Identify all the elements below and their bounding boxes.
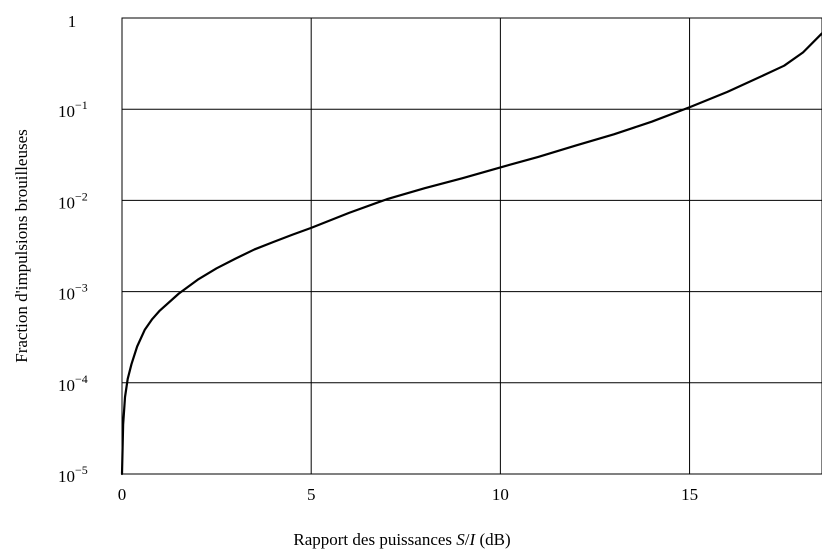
x-axis-label-var-i: I — [469, 530, 477, 549]
y-tick-exponent: −1 — [75, 98, 88, 112]
y-tick-base: 10 — [58, 285, 75, 304]
y-tick-base: 10 — [58, 376, 75, 395]
x-tick-label: 10 — [492, 485, 509, 504]
x-tick-label: 5 — [307, 485, 316, 504]
y-tick-label: 10−4 — [58, 372, 88, 395]
x-tick-labels: 0 5 10 15 — [118, 485, 698, 504]
y-tick-label: 1 — [68, 12, 77, 31]
y-tick-base: 10 — [58, 102, 75, 121]
y-tick-exponent: −5 — [75, 463, 88, 477]
y-tick-labels: 110−110−210−310−410−5 — [58, 12, 88, 486]
y-tick-base: 10 — [58, 193, 75, 212]
x-tick-label: 0 — [118, 485, 127, 504]
y-tick-label: 10−3 — [58, 281, 88, 304]
plot-frame — [121, 17, 822, 475]
x-axis-label-slash: / — [465, 530, 470, 549]
y-tick-exponent: −2 — [75, 189, 88, 203]
x-axis-label-prefix: Rapport des puissances — [293, 530, 456, 549]
x-tick-label: 15 — [681, 485, 698, 504]
x-axis-label-var-s: S — [456, 530, 465, 549]
y-axis-label: Fraction d'impulsions brouilleuses — [12, 129, 31, 363]
series-line — [120, 32, 822, 476]
y-tick-label: 10−1 — [58, 98, 88, 121]
y-tick-label: 10−2 — [58, 189, 88, 212]
y-tick-exponent: −4 — [75, 372, 88, 386]
y-tick-label: 10−5 — [58, 463, 88, 486]
y-tick-base: 10 — [58, 467, 75, 486]
grid — [121, 17, 822, 475]
x-axis-label: Rapport des puissances S/I (dB) — [293, 530, 510, 549]
x-axis-label-suffix: (dB) — [475, 530, 510, 549]
y-tick-exponent: −3 — [75, 281, 88, 295]
